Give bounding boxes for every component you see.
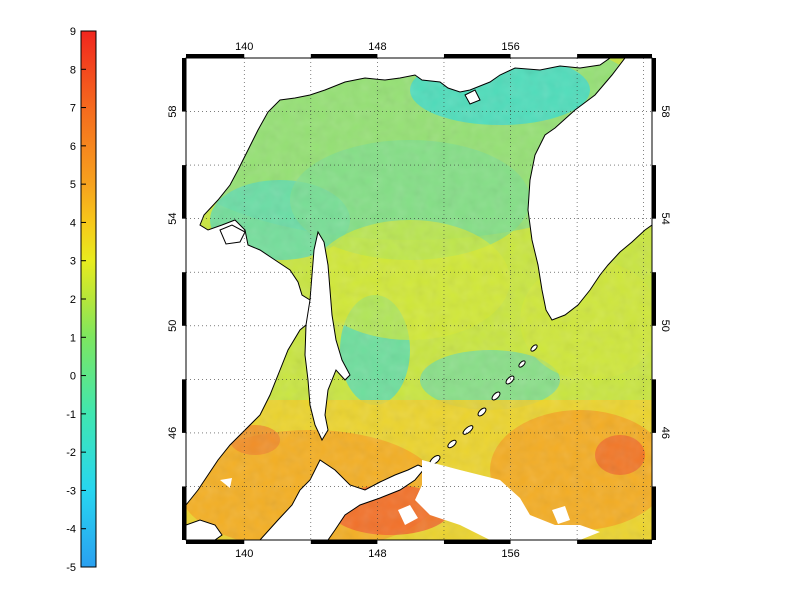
lon-label-bottom: 140 — [235, 548, 253, 560]
colorbar-tick-label: 9 — [70, 26, 76, 38]
colorbar-tick-label: -2 — [66, 447, 76, 459]
frame-segment-top — [186, 54, 245, 58]
frame-segment-top — [577, 54, 652, 58]
lon-label-top: 140 — [235, 41, 253, 53]
lat-label-left: 54 — [167, 213, 179, 225]
frame-checker — [182, 54, 656, 544]
lat-label-left: 58 — [167, 105, 179, 117]
colorbar-tick-label: -5 — [66, 562, 76, 574]
land-sakhalin — [304, 230, 351, 442]
frame-segment-top — [443, 54, 511, 58]
map-panel: 140 140 148 148 156 156 58 58 54 54 50 50 46 46 — [160, 20, 680, 580]
lon-label-top: 156 — [501, 41, 519, 53]
missing-data-west — [398, 505, 418, 525]
land-honshu-tip — [186, 519, 223, 540]
lat-label-right: 46 — [659, 427, 671, 439]
frame-segment-left — [182, 486, 186, 540]
missing-data-southeast — [552, 506, 570, 524]
lon-label-top: 148 — [368, 41, 386, 53]
frame-segment-bottom — [310, 540, 378, 544]
frame-segment-bottom — [186, 540, 245, 544]
colorbar-tick-label: -1 — [66, 409, 76, 421]
lat-label-right: 54 — [659, 213, 671, 225]
land-siberia-mainland — [186, 58, 611, 506]
colorbar: 9 8 7 6 5 4 3 2 1 0 -1 -2 -3 -4 -5 — [0, 0, 120, 600]
lat-label-right: 50 — [659, 320, 671, 332]
kuril-island — [462, 425, 474, 435]
kuril-island — [447, 439, 457, 449]
kuril-islands — [429, 344, 538, 465]
colorbar-tick-group: 9 8 7 6 5 4 3 2 1 0 -1 -2 -3 -4 -5 — [66, 26, 86, 574]
colorbar-tick-label: -4 — [66, 524, 76, 536]
land-north-island-b — [464, 89, 481, 105]
sst-field — [186, 58, 652, 540]
frame-segment-bottom — [577, 540, 652, 544]
frame-segment-right — [652, 486, 656, 540]
colorbar-tick-label: 6 — [70, 141, 76, 153]
lon-label-bottom: 148 — [368, 548, 386, 560]
colorbar-tick-label: 5 — [70, 179, 76, 191]
frame-segment-left — [182, 379, 186, 433]
colorbar-tick-label: 8 — [70, 64, 76, 76]
missing-data — [220, 460, 600, 540]
frame-segment-right — [652, 165, 656, 219]
missing-data-main — [415, 460, 600, 540]
kuril-island — [477, 407, 487, 417]
lon-label-bottom: 156 — [501, 548, 519, 560]
frame-segment-right — [652, 58, 656, 112]
colorbar-tick-label: 4 — [70, 217, 76, 229]
frame-segment-top — [310, 54, 378, 58]
colorbar-tick-label: 7 — [70, 103, 76, 115]
frame-segment-right — [652, 379, 656, 433]
frame-segment-left — [182, 58, 186, 112]
kuril-island — [491, 391, 501, 401]
missing-data-far-west — [220, 478, 232, 488]
frame-segment-bottom — [443, 540, 511, 544]
colorbar-tick-label: 0 — [70, 371, 76, 383]
axis-labels: 140 140 148 148 156 156 58 58 54 54 50 50 46 46 — [167, 41, 671, 560]
colorbar-svg: 9 8 7 6 5 4 3 2 1 0 -1 -2 -3 -4 -5 — [66, 26, 97, 574]
lat-label-left: 50 — [167, 320, 179, 332]
lat-label-right: 58 — [659, 105, 671, 117]
lat-label-left: 46 — [167, 427, 179, 439]
frame-segment-right — [652, 272, 656, 326]
colorbar-tick-label: -3 — [66, 485, 76, 497]
land-north-island-a — [219, 224, 246, 245]
frame-segment-left — [182, 165, 186, 219]
kuril-island — [530, 344, 538, 352]
map-svg: 140 140 148 148 156 156 58 58 54 54 50 50 46 46 — [167, 41, 671, 560]
land-kamchatka — [527, 58, 652, 321]
colorbar-tick-label: 2 — [70, 294, 76, 306]
kuril-island — [518, 360, 526, 368]
frame-segment-left — [182, 272, 186, 326]
colorbar-tick-label: 3 — [70, 256, 76, 268]
colorbar-tick-label: 1 — [70, 332, 76, 344]
land-hokkaido — [259, 459, 426, 540]
land — [186, 58, 652, 540]
kuril-island — [505, 375, 515, 385]
